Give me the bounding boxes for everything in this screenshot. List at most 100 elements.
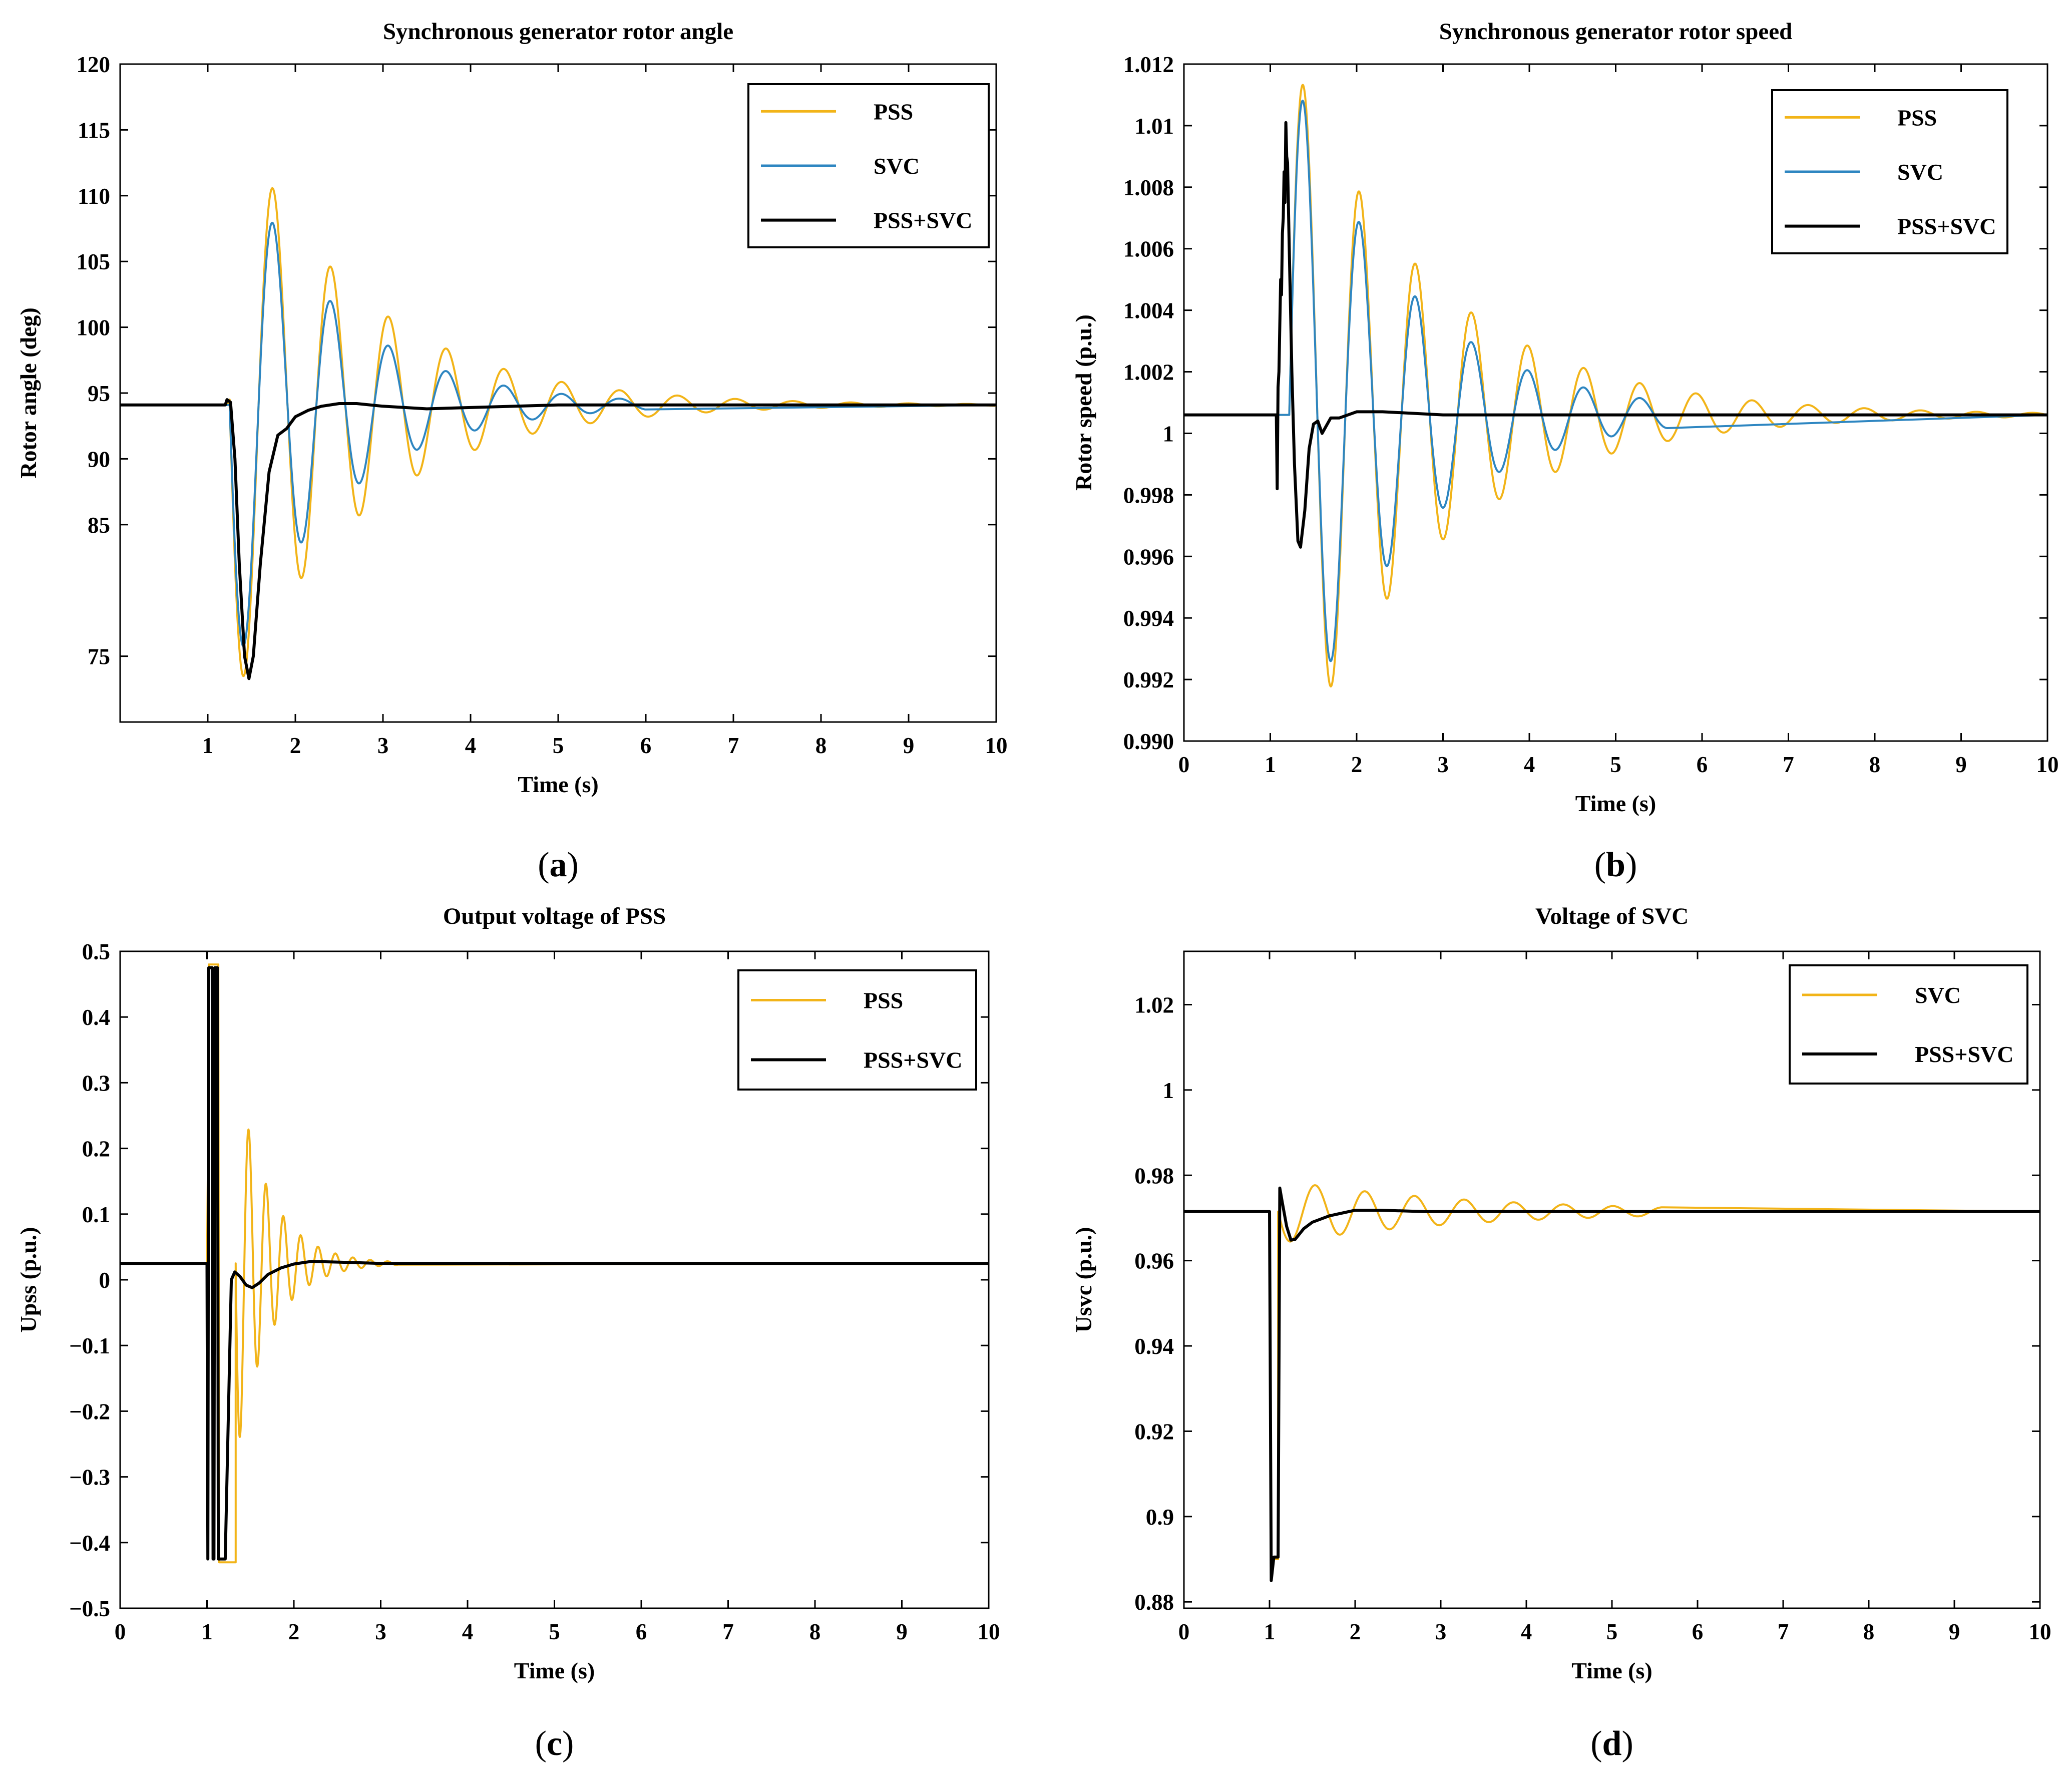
- legend-label: PSS: [864, 988, 903, 1013]
- x-tick-label: 6: [640, 733, 652, 758]
- y-tick-label: 0.2: [82, 1137, 110, 1162]
- legend-label: SVC: [1897, 159, 1943, 185]
- y-tick-label: 0.88: [1134, 1590, 1174, 1615]
- x-tick-label: 5: [1606, 1619, 1618, 1644]
- y-tick-label: 85: [88, 513, 110, 538]
- y-tick-label: 0.98: [1134, 1163, 1174, 1188]
- series-group: [1184, 84, 2047, 687]
- legend-label: PSS: [1897, 105, 1937, 130]
- x-tick-label: 8: [1863, 1619, 1875, 1644]
- y-tick-label: 1.004: [1123, 298, 1174, 323]
- y-tick-label: 1.012: [1123, 52, 1174, 77]
- y-tick-label: 1.008: [1123, 175, 1174, 200]
- x-tick-label: 3: [1435, 1619, 1447, 1644]
- x-tick-label: 6: [1697, 752, 1708, 777]
- y-tick-label: −0.3: [69, 1465, 110, 1490]
- x-axis-label: Time (s): [518, 772, 598, 797]
- legend-label: SVC: [874, 153, 920, 179]
- x-tick-label: 5: [553, 733, 564, 758]
- y-tick-label: 105: [77, 249, 111, 274]
- x-axis-label: Time (s): [514, 1658, 595, 1683]
- y-tick-label: 0.994: [1123, 606, 1174, 631]
- y-tick-label: 1: [1163, 421, 1174, 446]
- y-tick-label: 100: [77, 315, 111, 340]
- y-tick-label: 0.3: [82, 1071, 110, 1096]
- panel-b: Synchronous generator rotor speed 0 1 2 3 4 5 6…: [1071, 19, 2059, 884]
- chart-title: Output voltage of PSS: [443, 903, 666, 929]
- legend-box: [1789, 964, 2028, 1085]
- panel-a: Synchronous generator rotor angle 1 2 3 4 5 6 7…: [16, 19, 1008, 884]
- x-tick-label: 3: [375, 1619, 386, 1644]
- x-tick-label: 0: [115, 1619, 126, 1644]
- x-tick-label: 9: [1955, 752, 1967, 777]
- y-tick-label: 1.01: [1134, 114, 1174, 139]
- x-tick-label: 1: [1264, 1619, 1276, 1644]
- x-tick-label: 6: [1692, 1619, 1704, 1644]
- panel-caption: (c): [535, 1724, 574, 1763]
- legend-label: PSS+SVC: [1915, 1041, 2014, 1067]
- series-line-pss-svc: [1184, 1186, 2040, 1582]
- x-tick-label: 7: [722, 1619, 734, 1644]
- x-tick-label: 5: [1610, 752, 1621, 777]
- y-tick-label: 1.02: [1134, 992, 1174, 1017]
- y-tick-label: 90: [88, 447, 110, 472]
- x-tick-label: 0: [1178, 752, 1190, 777]
- x-tick-label: 10: [2036, 752, 2059, 777]
- x-tick-label: 4: [1521, 1619, 1532, 1644]
- x-tick-label: 8: [809, 1619, 821, 1644]
- y-tick-label: 0: [99, 1268, 111, 1293]
- y-tick-label: 0.990: [1123, 729, 1174, 754]
- x-tick-label: 9: [903, 733, 915, 758]
- panel-d: Voltage of SVC 0 1 2 3 4 5 6 7 8 9 10 0.88 0.9 0.92 0.9…: [1071, 903, 2051, 1763]
- legend-label: PSS+SVC: [864, 1047, 963, 1073]
- x-tick-label: 1: [202, 733, 214, 758]
- x-axis-label: Time (s): [1575, 791, 1656, 816]
- x-tick-label: 9: [1949, 1619, 1960, 1644]
- x-tick-label: 4: [465, 733, 477, 758]
- y-tick-label: 120: [77, 52, 111, 77]
- y-tick-label: 1.006: [1123, 237, 1174, 262]
- x-tick-label: 8: [815, 733, 827, 758]
- y-tick-label: −0.1: [69, 1333, 110, 1358]
- legend-label: PSS: [874, 99, 913, 124]
- x-tick-label: 7: [728, 733, 739, 758]
- y-tick-label: 75: [88, 644, 110, 669]
- y-tick-label: −0.5: [69, 1596, 110, 1621]
- series-group: [120, 963, 989, 1564]
- series-group: [120, 187, 996, 680]
- x-tick-label: 2: [290, 733, 301, 758]
- x-tick-label: 5: [549, 1619, 560, 1644]
- y-tick-label: −0.4: [69, 1531, 110, 1556]
- legend-label: SVC: [1915, 982, 1961, 1008]
- y-tick-label: 1.002: [1123, 360, 1174, 385]
- x-tick-label: 4: [1524, 752, 1535, 777]
- y-tick-label: 0.1: [82, 1202, 110, 1227]
- y-tick-label: 0.998: [1123, 483, 1174, 508]
- y-tick-label: 0.992: [1123, 667, 1174, 692]
- series-line-pss-svc: [1184, 121, 2047, 549]
- chart-title: Synchronous generator rotor angle: [383, 19, 733, 45]
- x-tick-label: 2: [288, 1619, 300, 1644]
- y-axis-label: Upss (p.u.): [16, 1227, 41, 1333]
- x-tick-label: 3: [1437, 752, 1449, 777]
- y-tick-label: 1: [1163, 1078, 1174, 1103]
- x-tick-label: 4: [462, 1619, 474, 1644]
- y-tick-label: 0.94: [1134, 1334, 1174, 1359]
- y-tick-label: 0.4: [82, 1005, 110, 1030]
- x-axis-label: Time (s): [1571, 1658, 1652, 1683]
- y-tick-label: 0.5: [82, 939, 110, 964]
- x-tick-label: 10: [985, 733, 1008, 758]
- x-tick-label: 9: [896, 1619, 908, 1644]
- series-line-svc: [1184, 100, 2047, 662]
- x-tick-label: 7: [1783, 752, 1794, 777]
- y-tick-label: 0.9: [1146, 1505, 1174, 1530]
- x-tick-label: 1: [1265, 752, 1276, 777]
- y-tick-label: 110: [78, 184, 110, 209]
- y-tick-label: 95: [88, 381, 110, 406]
- x-tick-label: 6: [636, 1619, 647, 1644]
- x-tick-label: 1: [201, 1619, 213, 1644]
- panel-c: Output voltage of PSS 0 1 2 3 4 5 6 7 8 9 10 −0.5 −0.…: [16, 903, 1000, 1763]
- x-tick-label: 3: [377, 733, 389, 758]
- legend-label: PSS+SVC: [1897, 214, 1996, 239]
